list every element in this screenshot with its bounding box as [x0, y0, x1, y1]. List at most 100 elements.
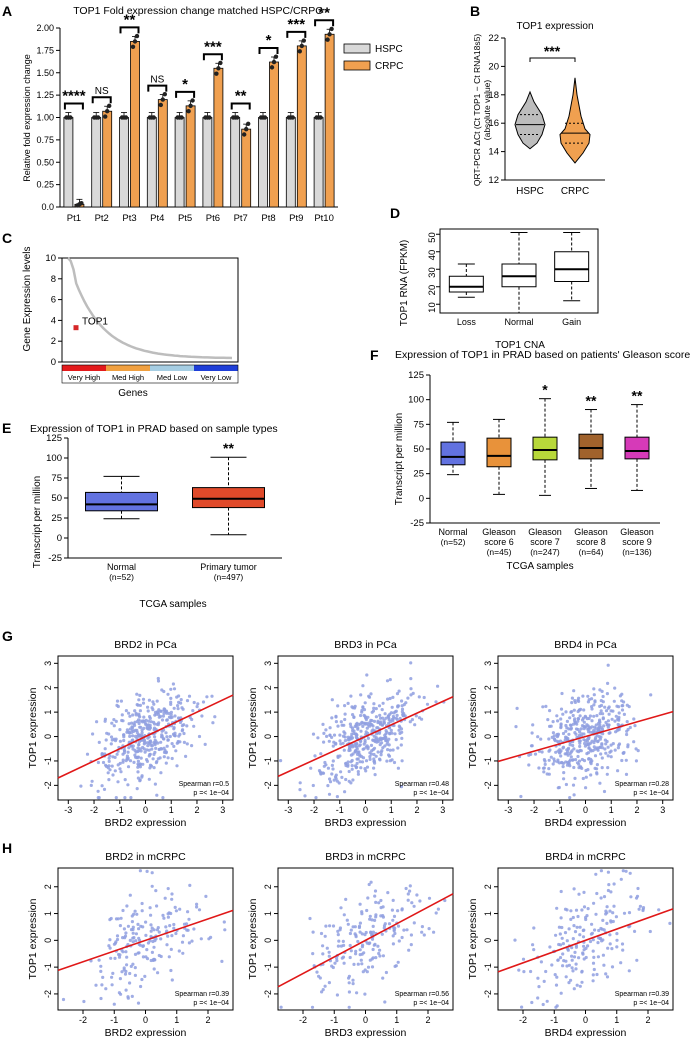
scatter-point — [374, 913, 378, 917]
scatter-point — [126, 783, 130, 787]
panel-e-ylabel: Transcript per million — [32, 476, 43, 568]
scatter-title: BRD4 in PCa — [554, 639, 617, 651]
y-tick-label: 1.50 — [36, 68, 54, 78]
scatter-point — [566, 753, 570, 757]
scatter-point — [338, 739, 342, 743]
scatter-point — [162, 711, 166, 716]
scatter-point — [209, 935, 213, 940]
scatter-point — [361, 756, 366, 760]
scatter-point — [347, 974, 351, 978]
scatter-point — [415, 893, 419, 897]
scatter-point — [412, 921, 416, 925]
significance-label: NS — [150, 75, 164, 86]
scatter-point — [567, 927, 571, 931]
scatter-point — [319, 772, 323, 776]
y-tick-label: 1 — [263, 911, 273, 916]
scatter-point — [572, 765, 576, 770]
scatter-point — [330, 698, 334, 702]
scatter-point — [358, 760, 362, 764]
scatter-point — [606, 663, 610, 667]
scatter-point — [586, 907, 590, 911]
scatter-point — [551, 762, 555, 766]
scatter-point — [354, 952, 358, 956]
scatter-point — [559, 754, 563, 758]
x-tick-label: -1 — [550, 1015, 558, 1025]
scatter-point — [400, 736, 404, 741]
y-tick-label: 25 — [413, 469, 424, 480]
scatter-point — [176, 704, 180, 708]
scatter-point — [615, 945, 619, 949]
scatter-point — [609, 709, 613, 713]
data-point — [179, 115, 184, 120]
scatter-point — [351, 729, 355, 733]
scatter-point — [170, 978, 174, 982]
scatter-point — [349, 725, 353, 729]
scatter-point — [593, 738, 597, 743]
scatter-point — [397, 689, 401, 693]
scatter-point — [602, 724, 606, 728]
scatter-point — [637, 907, 641, 911]
x-tick-label: 0 — [583, 805, 588, 815]
scatter-point — [581, 776, 585, 781]
scatter-point — [569, 917, 573, 922]
x-tick-label: score 9 — [622, 537, 652, 547]
scatter-point — [200, 714, 204, 718]
scatter-point — [210, 694, 214, 698]
scatter-point — [148, 716, 152, 721]
scatter-point — [129, 964, 133, 969]
scatter-point — [352, 962, 356, 967]
scatter-point — [579, 707, 583, 712]
scatter-point — [616, 722, 620, 727]
scatter-point — [166, 738, 170, 742]
scatter-point — [569, 978, 573, 982]
scatter-point — [391, 695, 395, 700]
scatter-point — [350, 767, 354, 771]
y-tick-label: 10 — [45, 253, 56, 264]
scatter-point — [539, 737, 543, 741]
scatter-point — [115, 934, 120, 938]
scatter-point — [204, 894, 208, 899]
scatter-point — [629, 895, 633, 899]
scatter-point — [578, 733, 582, 737]
scatter-point — [192, 724, 196, 728]
scatter-point — [138, 725, 142, 729]
scatter-point — [381, 905, 385, 909]
scatter-point — [156, 679, 161, 683]
scatter-point — [373, 773, 377, 777]
scatter-point — [359, 693, 363, 697]
scatter-point — [133, 909, 137, 913]
scatter-point — [587, 737, 591, 741]
scatter-point — [138, 715, 142, 719]
scatter-point — [571, 713, 575, 718]
scatter-point — [327, 954, 331, 958]
scatter-point — [182, 740, 186, 745]
scatter-point — [154, 761, 158, 765]
scatter-point — [149, 913, 153, 917]
scatter-point — [141, 944, 145, 948]
scatter-point — [168, 734, 172, 739]
scatter-point — [319, 931, 324, 936]
scatter-point — [577, 699, 581, 704]
scatter-point — [354, 949, 358, 953]
significance-label: ** — [586, 393, 597, 409]
scatter-point — [368, 757, 372, 762]
significance-bracket — [202, 53, 223, 61]
scatter-point — [592, 703, 596, 707]
scatter-point — [586, 751, 591, 755]
scatter-point — [136, 755, 140, 760]
scatter-point — [119, 992, 123, 996]
scatter-point — [123, 796, 127, 800]
scatter-point — [360, 962, 364, 966]
significance-bracket — [147, 84, 168, 92]
scatter-point — [347, 981, 351, 985]
scatter-point — [124, 931, 128, 935]
scatter-point — [371, 930, 375, 934]
scatter-point — [361, 721, 365, 725]
scatter-point — [162, 737, 166, 741]
scatter-point — [129, 744, 134, 748]
scatter-point — [147, 727, 152, 731]
scatter-point — [555, 1004, 559, 1008]
scatter-point — [570, 966, 574, 970]
scatter-point — [549, 724, 553, 728]
scatter-point — [596, 941, 600, 945]
